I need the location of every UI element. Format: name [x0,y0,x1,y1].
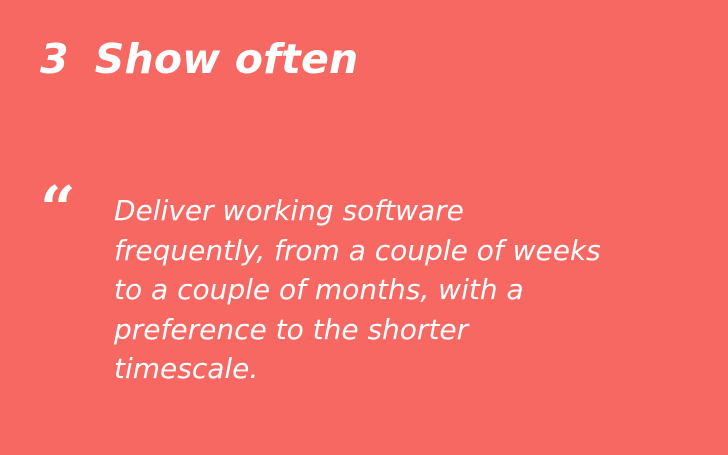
quote-line: frequently, from a couple of weeks [114,233,601,267]
section-number: 3 [40,35,69,83]
slide-heading: 3 Show often [40,34,358,84]
slide-title: Show often [94,35,359,83]
quote-text: Deliver working software frequently, fro… [114,191,714,389]
quote-line: to a couple of months, with a [114,273,524,306]
quote-line: Deliver working software [114,194,464,227]
quote-line: timescale. [114,352,259,385]
quote-mark-icon: “ [40,172,76,245]
quote-line: preference to the shorter [114,312,469,346]
